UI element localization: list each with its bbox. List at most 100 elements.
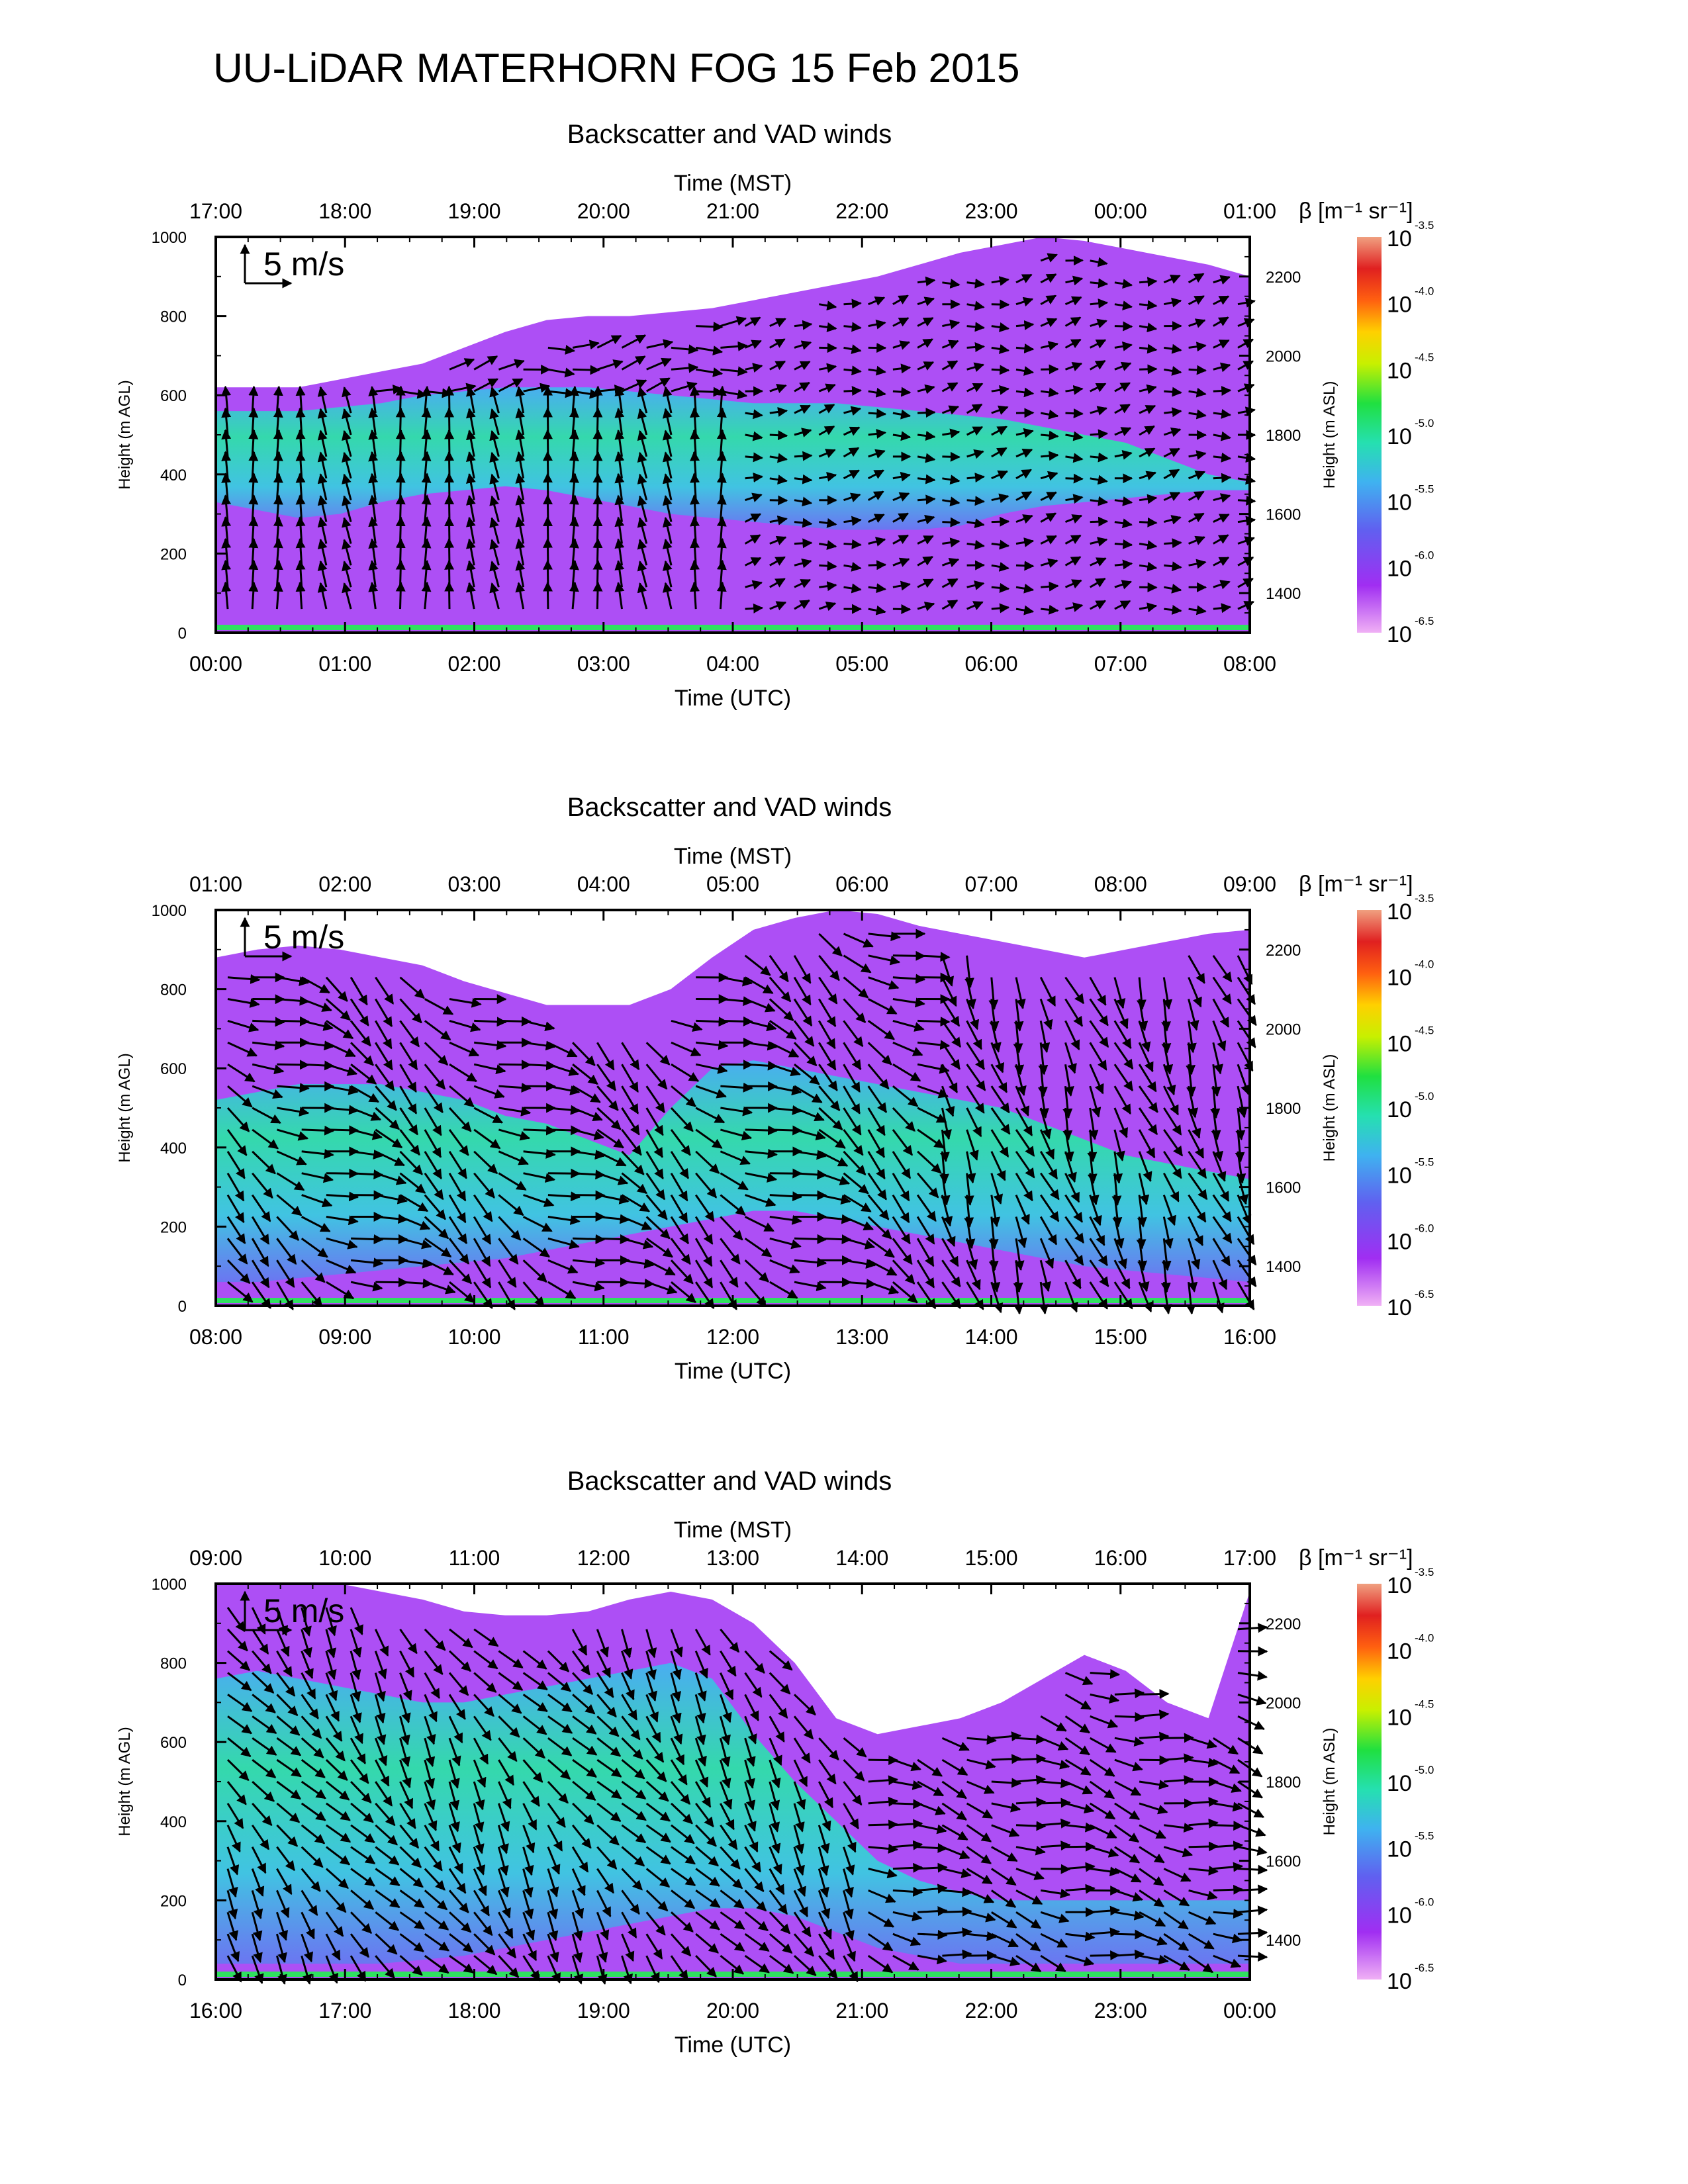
wind-vector xyxy=(818,449,836,459)
wind-vector xyxy=(637,408,648,435)
wind-vector xyxy=(1213,362,1231,373)
wind-vector xyxy=(745,492,763,502)
wind-vector xyxy=(1090,318,1107,329)
wind-vector xyxy=(1090,257,1108,267)
wind-vector xyxy=(794,558,812,569)
wind-vector xyxy=(868,449,886,459)
wind-vector xyxy=(646,1281,678,1295)
x-tick-label: 02:00 xyxy=(447,652,500,676)
wind-vector xyxy=(375,1172,407,1185)
wind-vector xyxy=(942,279,961,289)
wind-vector xyxy=(991,603,1010,614)
x-tick-label: 01:00 xyxy=(318,652,371,676)
top-tick-label: 06:00 xyxy=(835,872,888,896)
colorbar-tick-exponent: -3.5 xyxy=(1415,219,1434,232)
y-tick-label-right: 2200 xyxy=(1266,269,1301,287)
y-tick-label-right: 1800 xyxy=(1266,1774,1301,1792)
wind-vector xyxy=(621,1216,653,1230)
wind-vector xyxy=(1065,275,1084,286)
wind-vector xyxy=(1213,514,1230,523)
wind-vector xyxy=(637,473,648,501)
wind-vector xyxy=(794,474,813,484)
wind-vector xyxy=(375,1042,393,1071)
wind-vector xyxy=(489,517,500,544)
wind-vector xyxy=(716,581,727,610)
wind-vector xyxy=(342,408,352,435)
wind-vector xyxy=(1188,512,1205,523)
wind-vector xyxy=(1065,602,1084,612)
wind-vector xyxy=(248,559,259,588)
wind-vector xyxy=(1040,253,1058,263)
x-tick-label: 06:00 xyxy=(964,652,1017,676)
wind-vector xyxy=(1090,496,1108,506)
wind-vector xyxy=(1139,582,1158,592)
wind-vector xyxy=(421,451,432,478)
x-tick-label: 12:00 xyxy=(706,1325,759,1349)
wind-vector xyxy=(473,1107,504,1124)
wind-vector xyxy=(892,431,912,441)
wind-vector xyxy=(1040,491,1057,502)
wind-vector xyxy=(1114,559,1133,570)
wind-vector xyxy=(368,429,379,457)
wind-vector xyxy=(1114,427,1132,436)
wind-vector xyxy=(448,1238,470,1265)
top-tick-label: 05:00 xyxy=(706,872,759,896)
wind-vector xyxy=(295,516,306,544)
wind-vector xyxy=(350,976,368,1006)
wind-vector xyxy=(966,342,985,353)
wind-vector xyxy=(716,516,727,544)
wind-vector xyxy=(1163,469,1180,480)
colorbar-label: β [m⁻¹ sr⁻¹] xyxy=(1299,872,1413,897)
wind-vector xyxy=(843,406,862,416)
top-tick-label: 17:00 xyxy=(1223,1546,1276,1570)
wind-vector xyxy=(421,494,432,522)
wind-vector xyxy=(473,1128,501,1150)
wind-vector xyxy=(966,473,985,483)
wind-vector xyxy=(498,378,524,392)
wind-vector xyxy=(449,1281,475,1303)
colorbar-label: β [m⁻¹ sr⁻¹] xyxy=(1299,199,1413,224)
wind-vector xyxy=(744,316,761,327)
wind-vector xyxy=(226,1172,245,1202)
wind-vector xyxy=(523,1194,555,1207)
wind-vector xyxy=(1090,298,1109,309)
y-tick-label-left: 0 xyxy=(178,1298,187,1316)
wind-vector xyxy=(1237,453,1256,463)
wind-vector xyxy=(892,580,911,591)
wind-vector xyxy=(295,385,306,414)
wind-vector xyxy=(276,1238,297,1265)
wind-vector xyxy=(868,319,886,330)
wind-vector xyxy=(273,385,283,414)
wind-vector xyxy=(645,1216,671,1240)
wind-vector xyxy=(399,1194,429,1212)
wind-vector xyxy=(745,580,763,590)
wind-vector xyxy=(1064,338,1082,349)
wind-vector xyxy=(868,469,885,480)
wind-vector xyxy=(614,429,625,457)
wind-vector xyxy=(769,535,787,545)
wind-vector xyxy=(489,408,500,435)
y-tick-label-right: 1400 xyxy=(1266,1258,1301,1276)
wind-vector xyxy=(769,360,786,371)
wind-vector xyxy=(421,538,432,566)
wind-vector xyxy=(1188,559,1207,569)
wind-vector xyxy=(350,1042,374,1066)
wind-vector xyxy=(572,340,600,350)
colorbar-tick-exponent: -5.0 xyxy=(1415,417,1434,430)
x-tick-label: 05:00 xyxy=(835,652,888,676)
wind-vector xyxy=(424,1172,444,1201)
wind-vector xyxy=(399,1172,426,1194)
wind-vector xyxy=(662,430,673,457)
wind-vector xyxy=(326,1237,358,1250)
wind-vector xyxy=(350,1257,384,1268)
wind-vector xyxy=(991,493,1009,504)
wind-vector xyxy=(1065,255,1084,266)
y-tick-label-right: 2000 xyxy=(1266,347,1301,365)
wind-vector xyxy=(744,513,762,523)
wind-vector xyxy=(424,1151,442,1180)
y-tick-label-right: 2000 xyxy=(1266,1694,1301,1712)
colorbar-tick-base: 10 xyxy=(1387,1573,1412,1598)
wind-vector xyxy=(326,1020,354,1040)
wind-vector xyxy=(892,512,909,523)
colorbar-tick-base: 10 xyxy=(1387,1771,1412,1796)
